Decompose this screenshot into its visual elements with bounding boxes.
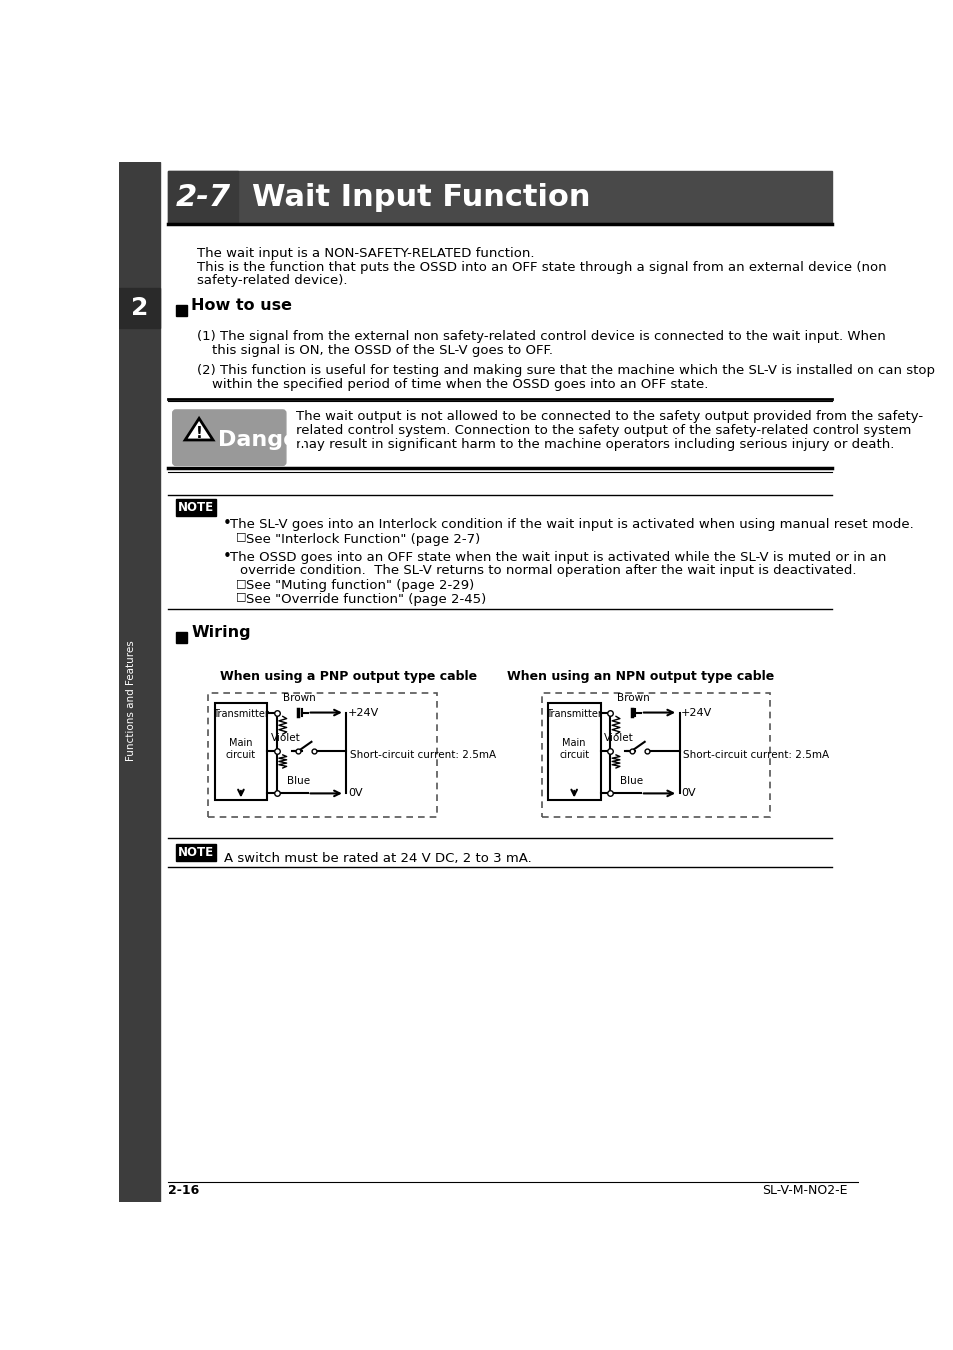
Text: Main
circuit: Main circuit: [558, 738, 589, 760]
FancyBboxPatch shape: [172, 410, 286, 466]
Text: Wiring: Wiring: [192, 625, 251, 640]
Text: •: •: [222, 516, 231, 531]
Text: (1) The signal from the external non safety-related control device is connected : (1) The signal from the external non saf…: [196, 329, 884, 343]
Text: The SL-V goes into an Interlock condition if the wait input is activated when us: The SL-V goes into an Interlock conditio…: [230, 518, 913, 531]
Bar: [214, 702, 267, 799]
Text: related control system. Connection to the safety output of the safety-related co: related control system. Connection to th…: [295, 424, 910, 437]
FancyBboxPatch shape: [208, 694, 436, 817]
Bar: [547, 702, 599, 799]
Text: +24V: +24V: [680, 707, 712, 718]
Text: See "Interlock Function" (page 2-7): See "Interlock Function" (page 2-7): [245, 533, 479, 547]
Text: !: !: [195, 427, 202, 441]
Text: +24V: +24V: [348, 707, 378, 718]
Bar: [168, 171, 831, 224]
Text: A switch must be rated at 24 V DC, 2 to 3 mA.: A switch must be rated at 24 V DC, 2 to …: [224, 852, 531, 865]
Text: NOTE: NOTE: [177, 501, 213, 514]
Text: When using an NPN output type cable: When using an NPN output type cable: [506, 670, 773, 683]
Text: □: □: [236, 591, 247, 602]
Text: Transmitter: Transmitter: [213, 709, 269, 718]
Text: Brown: Brown: [616, 694, 649, 703]
Text: Wait Input Function: Wait Input Function: [252, 182, 590, 212]
Text: Blue: Blue: [619, 776, 642, 786]
Text: Transmitter: Transmitter: [546, 709, 601, 718]
Text: When using a PNP output type cable: When using a PNP output type cable: [220, 670, 476, 683]
Text: may result in significant harm to the machine operators including serious injury: may result in significant harm to the ma…: [295, 437, 893, 451]
Bar: [119, 288, 159, 328]
FancyBboxPatch shape: [541, 694, 769, 817]
Text: The wait output is not allowed to be connected to the safety output provided fro: The wait output is not allowed to be con…: [295, 410, 923, 423]
Text: Brown: Brown: [283, 694, 315, 703]
Bar: [168, 171, 237, 224]
Text: Main
circuit: Main circuit: [226, 738, 255, 760]
Text: 2: 2: [131, 296, 148, 320]
Text: How to use: How to use: [192, 298, 292, 313]
Text: Blue: Blue: [287, 776, 310, 786]
Text: □: □: [236, 578, 247, 587]
Text: The OSSD goes into an OFF state when the wait input is activated while the SL-V : The OSSD goes into an OFF state when the…: [230, 551, 885, 564]
Bar: [175, 500, 216, 516]
Text: See "Override function" (page 2-45): See "Override function" (page 2-45): [245, 593, 485, 606]
Text: The wait input is a NON-SAFETY-RELATED function.: The wait input is a NON-SAFETY-RELATED f…: [196, 247, 534, 259]
Text: 2-16: 2-16: [168, 1184, 199, 1197]
Text: Violet: Violet: [271, 733, 300, 744]
Text: this signal is ON, the OSSD of the SL-V goes to OFF.: this signal is ON, the OSSD of the SL-V …: [212, 344, 553, 356]
Text: SL-V-M-NO2-E: SL-V-M-NO2-E: [761, 1184, 847, 1197]
Text: within the specified period of time when the OSSD goes into an OFF state.: within the specified period of time when…: [212, 378, 708, 390]
Text: 0V: 0V: [348, 788, 362, 798]
Text: (2) This function is useful for testing and making sure that the machine which t: (2) This function is useful for testing …: [196, 363, 934, 377]
Text: override condition.  The SL-V returns to normal operation after the wait input i: override condition. The SL-V returns to …: [240, 564, 856, 576]
Text: This is the function that puts the OSSD into an OFF state through a signal from : This is the function that puts the OSSD …: [196, 261, 885, 274]
Text: Danger: Danger: [218, 429, 310, 450]
Bar: [175, 844, 216, 861]
Text: safety-related device).: safety-related device).: [196, 274, 347, 288]
Bar: [175, 632, 187, 643]
Polygon shape: [185, 418, 213, 440]
Text: Functions and Features: Functions and Features: [126, 641, 135, 761]
Bar: [119, 162, 159, 1202]
Text: NOTE: NOTE: [177, 846, 213, 859]
Bar: [175, 305, 187, 316]
Text: 2-7: 2-7: [175, 182, 231, 212]
Text: Short-circuit current: 2.5mA: Short-circuit current: 2.5mA: [350, 749, 496, 760]
Text: See "Muting function" (page 2-29): See "Muting function" (page 2-29): [245, 579, 474, 593]
Text: Violet: Violet: [603, 733, 634, 744]
Text: Short-circuit current: 2.5mA: Short-circuit current: 2.5mA: [682, 749, 829, 760]
Text: □: □: [236, 532, 247, 541]
Text: 0V: 0V: [680, 788, 695, 798]
Text: •: •: [222, 549, 231, 564]
